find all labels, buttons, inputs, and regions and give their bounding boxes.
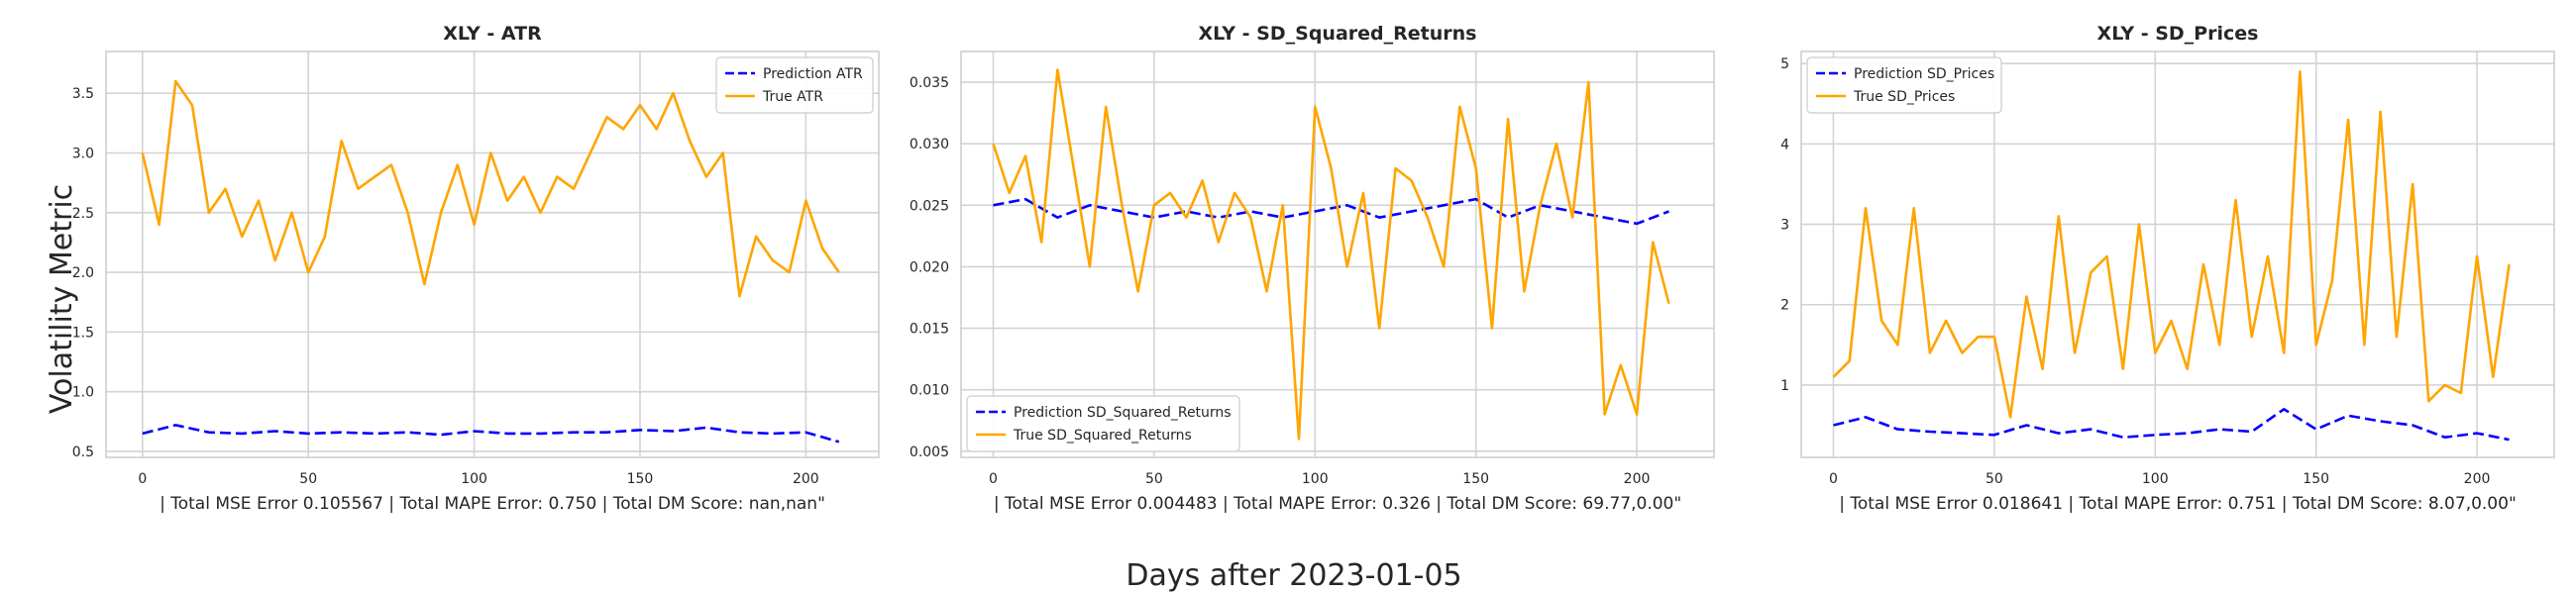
x-tick-label: 50 [299,471,317,487]
y-tick-label: 2 [1780,298,1789,314]
legend-label: Prediction SD_Prices [1854,66,1994,82]
legend-box [715,56,874,114]
x-axis-label: | Total MSE Error 0.004483 | Total MAPE … [994,494,1681,514]
y-tick-label: 0.025 [910,198,949,214]
legend-label: True ATR [762,89,823,105]
x-tick-label: 200 [793,471,819,487]
legend-label: True SD_Prices [1853,89,1955,105]
legend-label: True SD_Squared_Returns [1013,428,1192,444]
y-tick-label: 0.5 [72,445,94,460]
y-tick-label: 5 [1780,56,1789,72]
x-tick-label: 100 [461,471,487,487]
y-tick-label: 3.0 [72,147,94,162]
series-line-true [992,68,1670,441]
y-tick-label: 0.035 [910,75,949,91]
chart-panel-1: 0 50 100 150 200 0.5 1.0 1.5 2.0 2.5 3.0 3.5 XLY - A… [72,23,880,514]
figure-xlabel: Days after 2023-01-05 [1126,558,1461,593]
chart-panel-3: 0 50 100 150 200 1 2 3 4 5 XLY - SD_Prices | Total … [1780,23,2555,514]
plot-frame [1800,50,2555,458]
chart-title: XLY - SD_Prices [2097,23,2259,45]
series-line-true [1832,70,2511,419]
y-tick-label: 3.5 [72,86,94,102]
legend: Prediction SD_Prices True SD_Prices [1806,56,2002,114]
chart-panel-2: 0 50 100 150 200 0.005 0.010 0.015 0.020 0.025 0.0… [910,23,1715,514]
y-tick-label: 3 [1780,218,1789,234]
x-tick-label: 100 [1302,471,1329,487]
chart-title: XLY - ATR [443,23,542,45]
series-line-true [141,79,840,298]
legend: Prediction ATR True ATR [715,56,874,114]
x-tick-label: 100 [2142,471,2169,487]
y-tick-label: 0.005 [910,445,949,460]
series-line-prediction [1833,407,2510,442]
y-tick-label: 2.0 [72,265,94,281]
chart-title: XLY - SD_Squared_Returns [1199,23,1477,45]
y-tick-label: 1 [1780,378,1789,394]
y-tick-label: 0.030 [910,137,949,152]
y-tick-label: 2.5 [72,206,94,222]
x-tick-label: 150 [1462,471,1489,487]
series-line-prediction [142,424,840,444]
legend-box [1806,56,2002,114]
y-tick-label: 1.0 [72,385,94,401]
x-tick-label: 0 [989,471,998,487]
x-tick-label: 150 [2303,471,2329,487]
x-axis-label: | Total MSE Error 0.105567 | Total MAPE … [160,494,825,514]
x-tick-label: 0 [138,471,147,487]
legend-box [966,395,1240,452]
x-tick-label: 150 [627,471,654,487]
plot-frame [105,50,880,458]
legend-label: Prediction ATR [763,66,863,82]
x-tick-label: 50 [1145,471,1163,487]
y-tick-label: 4 [1780,137,1789,152]
x-axis-label: | Total MSE Error 0.018641 | Total MAPE … [1839,494,2517,514]
y-tick-label: 0.015 [910,322,949,338]
figure-ylabel: Volatility Metric [45,184,79,414]
x-tick-label: 200 [2464,471,2491,487]
y-tick-label: 1.5 [72,325,94,341]
y-tick-label: 0.010 [910,383,949,399]
legend-label: Prediction SD_Squared_Returns [1014,405,1232,421]
y-tick-label: 0.020 [910,259,949,275]
x-tick-label: 50 [1986,471,2003,487]
x-tick-label: 200 [1624,471,1651,487]
legend: Prediction SD_Squared_Returns True SD_Squ… [966,395,1240,452]
series-line-prediction [993,197,1669,226]
plot-frame [960,50,1715,458]
x-tick-label: 0 [1829,471,1838,487]
